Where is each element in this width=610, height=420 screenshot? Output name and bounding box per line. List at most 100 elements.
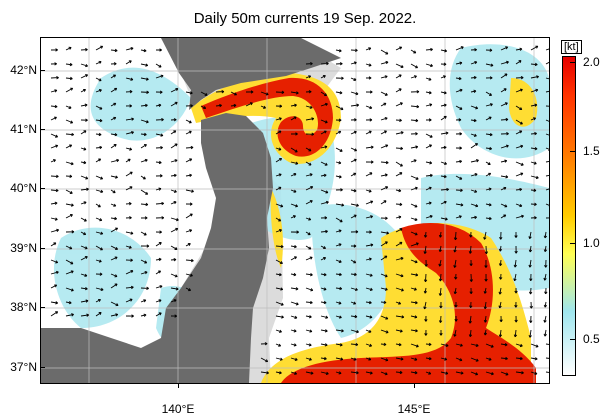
current-arrow-head [355,342,359,347]
current-arrow [50,301,58,304]
current-arrow-head [368,130,372,134]
current-arrow [155,63,162,68]
current-arrow-head [100,247,103,251]
current-arrow-head [100,231,104,235]
current-arrow [380,75,388,79]
current-arrow-head [54,201,58,205]
current-arrow-head [385,186,389,190]
current-arrow-head [484,265,488,268]
current-arrow [170,159,178,163]
current-arrow-head [505,372,509,376]
current-arrow-head [323,300,327,305]
current-arrow [440,343,449,347]
current-arrow [185,213,193,219]
current-arrow [515,60,522,65]
current-arrow-head [369,118,373,122]
current-arrow-head [310,288,314,292]
current-arrow-head [489,93,492,96]
current-arrow-head [468,320,472,324]
current-arrow [305,371,314,374]
current-arrow-head [543,304,548,308]
current-arrow [484,287,487,294]
current-arrow-head [339,343,343,347]
current-arrow-head [534,103,538,107]
current-arrow-head [54,284,58,288]
current-arrow [424,287,427,294]
current-arrow [440,188,449,191]
current-arrow-head [83,130,87,134]
current-arrow-head [468,334,473,337]
current-arrow-head [173,189,177,193]
current-arrow [95,89,102,93]
current-arrow-head [280,261,283,265]
current-arrow-head [263,105,267,109]
current-arrow [515,161,524,166]
current-arrow-head [353,301,357,305]
current-arrow-head [369,315,373,319]
current-arrow-head [55,311,59,315]
current-arrow-head [158,160,162,165]
current-arrow [140,119,149,123]
current-arrow-head [322,75,326,78]
current-arrow-head [488,116,492,120]
current-arrow-head [294,357,298,361]
current-arrow-head [324,329,328,333]
current-arrow [455,105,463,110]
current-arrow [275,130,282,135]
strong-current-zones [201,77,536,383]
current-arrow [170,101,178,107]
current-arrow [395,228,403,233]
current-arrow [529,329,532,338]
current-arrow [485,217,492,220]
current-arrow-head [294,244,297,249]
current-arrow [365,301,372,304]
current-arrow-head [130,231,134,235]
current-arrow-head [174,274,178,278]
current-arrow [530,89,538,93]
current-arrow-head [468,251,473,254]
current-arrow-head [308,162,312,166]
current-arrow [455,89,463,93]
current-arrow-head [453,291,457,295]
current-arrow-head [398,74,402,78]
current-arrow [514,273,517,281]
lat-tick [40,307,45,308]
current-arrow-head [249,102,253,106]
current-arrow-head [175,218,179,222]
current-arrow-head [488,187,492,191]
current-arrow [350,329,359,333]
current-arrow [245,102,253,107]
current-arrow-head [489,48,493,52]
map-title: Daily 50m currents 19 Sep. 2022. [193,10,417,27]
current-arrow-head [416,90,420,94]
current-arrow-head [413,287,417,291]
current-arrow [425,48,433,51]
current-arrow [170,143,178,149]
current-arrow [484,231,487,240]
current-arrow [110,301,119,306]
current-arrow [65,161,74,165]
current-arrow [515,89,523,93]
current-arrow-head [445,371,449,375]
current-arrow [545,48,549,51]
colorbar-label-0-5: 0.5 [583,332,600,346]
current-arrow-head [143,313,147,317]
current-arrow-head [505,356,508,361]
current-arrow-head [429,214,433,219]
current-arrow-head [115,175,118,179]
current-arrow-head [233,103,237,108]
current-arrow-head [323,356,327,361]
current-arrow [335,91,343,94]
current-arrow-head [294,149,298,153]
current-arrow-head [443,91,447,95]
current-arrow [365,315,373,318]
current-arrow-head [293,116,297,120]
current-arrow [170,228,178,233]
current-arrow [185,91,193,94]
current-arrow-head [307,232,311,236]
current-arrow [140,159,148,163]
current-arrow [140,203,148,206]
current-arrow-head [474,48,477,52]
current-arrow [440,91,447,94]
current-arrow-head [129,171,133,175]
